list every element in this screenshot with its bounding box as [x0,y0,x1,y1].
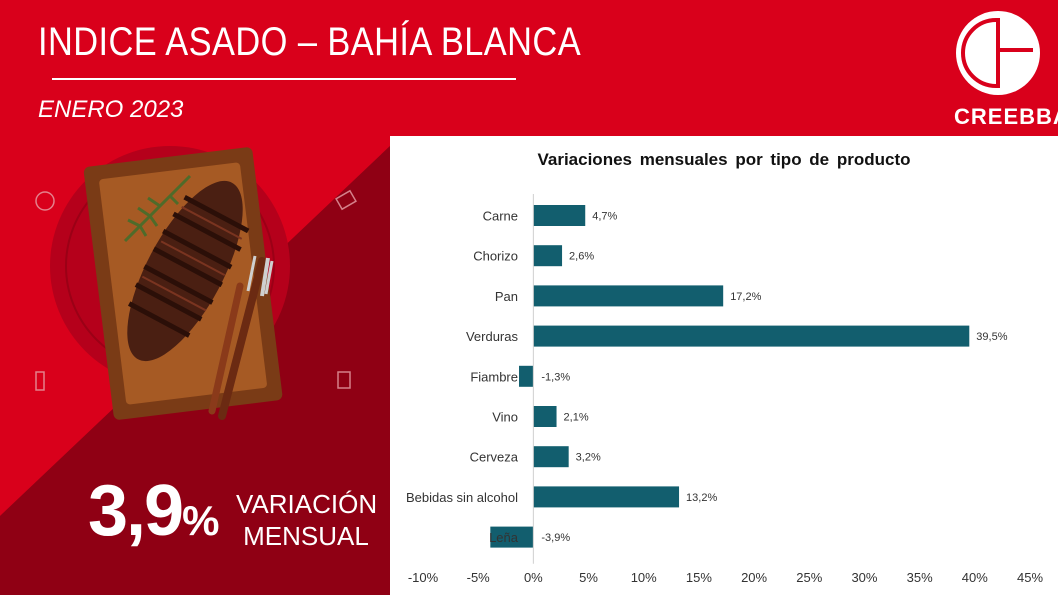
x-tick-label: 15% [686,570,712,585]
bar-7 [533,446,569,468]
category-label: Verduras [466,329,519,344]
bottle-icon [35,371,45,391]
category-label: Vino [492,410,518,425]
jar-icon [337,371,351,389]
page-subtitle: ENERO 2023 [38,96,184,123]
title-underline [52,78,516,80]
bar-9 [490,526,534,548]
meat-icon [335,189,357,211]
kpi-unit: % [182,497,219,544]
x-tick-label: 40% [962,570,988,585]
x-tick-label: -10% [408,570,439,585]
bar-chart: Carne 4,7% Chorizo 2,6% Pan 17,2% Verduras 39,5… [406,194,1043,585]
category-label: Carne [483,209,518,224]
x-tick-label: -5% [467,570,491,585]
kpi-number: 3,9 [88,471,184,551]
category-label: Leña [489,530,519,545]
x-tick-label: 30% [851,570,877,585]
data-label: 13,2% [686,492,717,504]
chart-title: Variaciones mensuales por tipo de produc… [537,150,911,169]
bar-2 [533,245,563,267]
category-label: Bebidas sin alcohol [406,490,518,505]
data-label: 39,5% [976,331,1007,343]
category-label: Cerveza [470,450,519,465]
kpi-label: VARIACIÓN MENSUAL [236,488,378,552]
category-label: Chorizo [473,249,518,264]
data-label: 2,1% [564,412,589,424]
bar-8 [533,486,680,508]
fork-knife-icon [208,255,274,420]
illustration-panel [0,136,390,595]
data-label: 2,6% [569,251,594,263]
bar-5 [519,365,534,387]
data-label: -3,9% [541,532,570,544]
creebba-logo-icon [956,11,1040,95]
logo-text: CREEBBA [954,104,1058,129]
bar-3 [533,285,724,307]
data-label: -1,3% [541,371,570,383]
steak-icon [127,180,250,362]
data-label: 3,2% [576,452,601,464]
x-tick-label: 5% [579,570,598,585]
kpi-value: 3,9% [88,470,219,552]
asado-illustration [0,136,390,595]
category-label: Pan [495,289,518,304]
page-title: INDICE ASADO – BAHÍA BLANCA [38,20,582,64]
x-tick-label: 20% [741,570,767,585]
x-tick-label: 10% [631,570,657,585]
grill-icon [35,191,55,211]
bar-6 [533,406,557,427]
category-label: Fiambre [470,369,518,384]
data-label: 4,7% [592,211,617,223]
x-tick-label: 45% [1017,570,1043,585]
bar-4 [533,325,970,347]
x-tick-label: 25% [796,570,822,585]
kpi-label-line1: VARIACIÓN [236,489,378,519]
rosemary-icon [123,174,192,243]
x-tick-label: 0% [524,570,543,585]
data-label: 17,2% [730,291,761,303]
chart-panel: Variaciones mensuales por tipo de produc… [390,136,1058,595]
bar-1 [533,205,586,226]
header-banner: INDICE ASADO – BAHÍA BLANCA ENERO 2023 C… [0,0,1058,136]
kpi-label-line2: MENSUAL [243,521,369,551]
x-tick-label: 35% [907,570,933,585]
